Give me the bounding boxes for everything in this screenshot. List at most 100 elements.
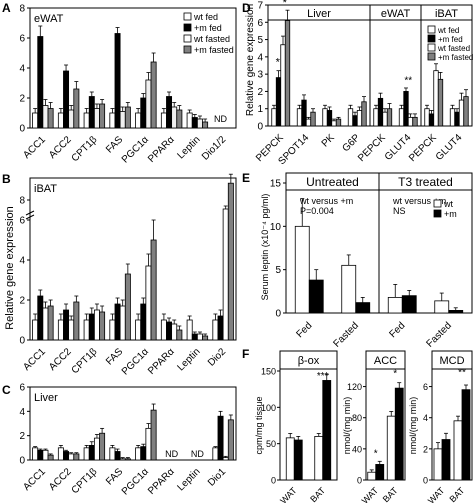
panel-f1-sig-0: *** bbox=[317, 371, 329, 382]
panel-a-bar-s0-c0 bbox=[32, 112, 39, 129]
panel-b-bar-s2-c2 bbox=[93, 309, 100, 341]
panel-b-bar-s1-c0 bbox=[37, 295, 44, 341]
panel-f2-ytick-label-3: 120 bbox=[347, 382, 362, 392]
panel-b-bar-s0-c4 bbox=[135, 319, 142, 341]
panel-d-bar-s1-c4 bbox=[377, 97, 384, 127]
panel-a-bar-s1-c0 bbox=[37, 36, 44, 129]
panel-c-bar-s3-c1 bbox=[73, 453, 80, 461]
panel-d-bar-s0-c5 bbox=[398, 108, 405, 127]
panel-a-legend-label-0: wt fed bbox=[193, 12, 218, 22]
panel-c-frame bbox=[29, 386, 237, 461]
panel-f3-bar-s1-c1 bbox=[461, 389, 471, 481]
panel-c-bar-s0-c0 bbox=[32, 447, 39, 461]
panel-c-title: Liver bbox=[34, 392, 58, 404]
panel-b-bar-s2-c6 bbox=[196, 333, 203, 341]
panel-a-legend-swatch-3 bbox=[183, 45, 192, 54]
panel-c-cat-label-5: PPARα bbox=[146, 466, 177, 497]
panel-f2-sig-0: * bbox=[374, 449, 378, 460]
panel-e-bar-s0-c2 bbox=[387, 296, 403, 314]
panel-d-cat-label-3: G6P bbox=[340, 132, 362, 154]
panel-b-ytick-label-4: 8 bbox=[19, 196, 25, 207]
panel-e-cat-label-0: Fed bbox=[294, 320, 314, 340]
panel-d-cat-label-6: PEPCK bbox=[407, 132, 439, 164]
panel-c-ytick-label-0: 0 bbox=[19, 456, 25, 467]
panel-d-bar-s3-c3 bbox=[361, 101, 367, 127]
panel-f2-cat-label-1: BAT bbox=[381, 485, 400, 503]
panel-a-bar-s0-c1 bbox=[57, 112, 64, 129]
panel-c-bar-s3-c7 bbox=[227, 419, 234, 461]
panel-b-bar-s0-c7 bbox=[212, 319, 219, 341]
panel-a-bar-s3-c6 bbox=[202, 121, 209, 129]
panel-a-cat-label-3: FAS bbox=[104, 134, 125, 155]
panel-c-bar-s0-c7 bbox=[212, 447, 219, 461]
panel-d-bar-s3-c6 bbox=[437, 78, 444, 127]
panel-a-bar-s3-c3 bbox=[124, 106, 131, 129]
panel-d-bar-s2-c7 bbox=[458, 99, 465, 127]
panel-b-ytick-label-3: 6 bbox=[19, 216, 25, 227]
panel-a-bar-s1-c4 bbox=[140, 97, 147, 129]
panel-e-group-label-1: T3 treated bbox=[398, 175, 453, 189]
panel-b-bar-s3-c0 bbox=[47, 305, 54, 341]
panel-d-bar-s2-c5 bbox=[407, 116, 414, 127]
panel-c-nd-label-1: ND bbox=[165, 449, 178, 459]
panel-d-bar-s3-c7 bbox=[463, 96, 469, 127]
panel-e-ytick-label-0: 0 bbox=[275, 309, 281, 320]
panel-b-bar-s2-c7 bbox=[222, 208, 229, 341]
panel-d-bar-s0-c3 bbox=[347, 108, 354, 127]
panel-b-bar-s2-c3 bbox=[119, 305, 126, 341]
panel-c-bar-s2-c2 bbox=[93, 437, 100, 461]
panel-d-sig-1: * bbox=[283, 0, 288, 9]
panel-a-bar-s2-c5 bbox=[171, 106, 178, 129]
panel-a-legend-label-1: +m fed bbox=[194, 23, 222, 33]
panel-b-bar-s2-c5 bbox=[171, 323, 178, 341]
panel-c-bar-s0-c1 bbox=[57, 447, 64, 461]
panel-d-legend-swatch-3 bbox=[427, 52, 436, 61]
panel-e-bar-s0-c1 bbox=[341, 264, 357, 314]
panel-b-bar-s1-c2 bbox=[88, 313, 95, 341]
panel-d-legend-swatch-1 bbox=[427, 34, 436, 43]
panel-d-cat-label-4: PEPCK bbox=[356, 132, 388, 164]
panel-e-bar-s0-c0 bbox=[294, 225, 310, 314]
panel-c-cat-label-6: Leptin bbox=[175, 466, 202, 493]
panel-f1-cat-label-1: BAT bbox=[308, 485, 327, 503]
panel-c-bar-s2-c1 bbox=[68, 453, 75, 461]
panel-d-bar-s1-c0 bbox=[275, 77, 282, 127]
panel-c-bar-s1-c2 bbox=[88, 444, 95, 461]
panel-b-bar-s2-c1 bbox=[68, 319, 75, 341]
panel-e-ylabel: Serum leptin (x10⁻⁴ pg/ml) bbox=[260, 194, 270, 301]
panel-c-bar-s1-c0 bbox=[37, 449, 44, 461]
panel-a-bar-s3-c1 bbox=[73, 88, 80, 129]
panel-b-cat-label-6: Leptin bbox=[175, 346, 202, 373]
panel-d-sig-2: ** bbox=[404, 76, 412, 87]
panel-d-bar-s2-c3 bbox=[356, 110, 363, 127]
panel-d-legend-label-0: wt fed bbox=[437, 26, 459, 35]
panel-a-legend-swatch-1 bbox=[183, 23, 192, 32]
panel-b-bar-s1-c3 bbox=[114, 303, 121, 341]
panel-e-ytick-label-2: 10 bbox=[270, 222, 282, 233]
panel-c-ytick-label-3: 6 bbox=[19, 383, 25, 394]
panel-c-bar-s3-c2 bbox=[99, 432, 106, 461]
panel-d-bar-s0-c1 bbox=[296, 108, 303, 127]
panel-c-cat-label-4: PGC1α bbox=[120, 466, 151, 497]
panel-b-bar-s3-c7 bbox=[227, 182, 234, 341]
panel-c-bar-s0-c2 bbox=[83, 447, 90, 461]
panel-c-bar-s2-c4 bbox=[145, 427, 152, 461]
panel-a-ytick-label-2: 4 bbox=[19, 64, 25, 75]
panel-d-bar-s0-c2 bbox=[322, 108, 328, 127]
panel-e-group-note-0-0: wt versus +m bbox=[299, 196, 353, 206]
panel-c-bar-s1-c4 bbox=[140, 446, 147, 461]
panel-b-cat-label-0: ACC1 bbox=[21, 346, 48, 373]
panel-b-cat-label-3: FAS bbox=[104, 346, 125, 367]
panel-c-bar-s3-c3 bbox=[124, 458, 131, 461]
panel-f1-ytick-label-1: 50 bbox=[266, 439, 276, 449]
panel-f1-ylabel: cpm/mg tissue bbox=[254, 396, 264, 454]
panel-d-legend-label-1: +m fed bbox=[438, 35, 463, 44]
panel-f3-bar-s1-c0 bbox=[441, 439, 451, 481]
panel-d-bar-s0-c7 bbox=[449, 108, 456, 127]
panel-d-sig-0: * bbox=[276, 57, 281, 69]
panel-a-bar-s2-c0 bbox=[42, 105, 49, 129]
panel-a-legend-swatch-0 bbox=[183, 12, 192, 21]
